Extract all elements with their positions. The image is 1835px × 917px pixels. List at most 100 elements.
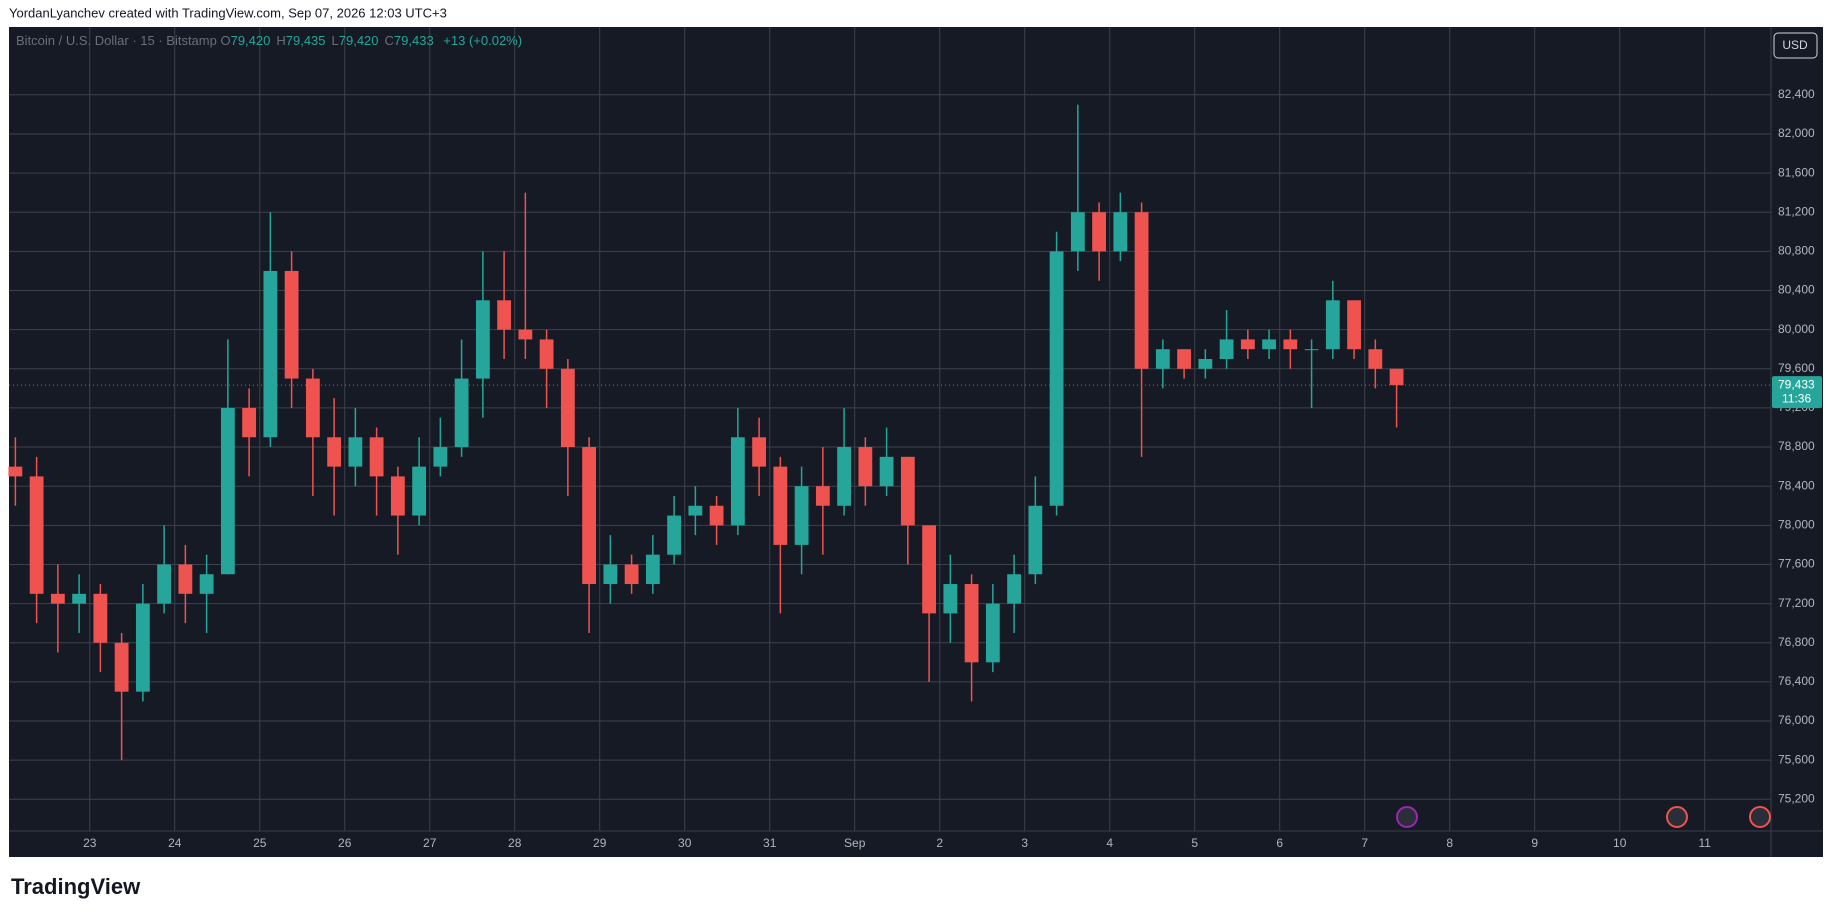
currency[interactable]: USD <box>1782 38 1808 52</box>
ohlc-label: L <box>331 33 339 48</box>
x-tick-label: 29 <box>593 836 607 850</box>
candle-body <box>1347 300 1361 350</box>
ohlc-value: 79,420 <box>338 33 379 48</box>
candle-body <box>1070 212 1085 252</box>
candle-body <box>263 270 278 438</box>
ohlc-value: 79,433 <box>393 33 434 48</box>
candle-body <box>199 574 214 594</box>
candle-body <box>454 378 469 448</box>
candle-body <box>518 329 533 340</box>
candle-body <box>220 407 235 575</box>
candle-body <box>497 300 512 330</box>
currency-button[interactable] <box>1773 32 1818 59</box>
candle-body <box>412 466 427 516</box>
candle-body <box>135 603 150 692</box>
last-price-tag <box>1772 376 1822 409</box>
x-tick-label: 5 <box>1191 836 1198 850</box>
candle-body <box>645 554 660 585</box>
y-tick-label: 77,600 <box>1778 557 1815 571</box>
y-tick-label: 76,800 <box>1778 635 1815 649</box>
y-tick-label: 82,000 <box>1778 126 1815 140</box>
ohlc-label: C <box>384 33 394 48</box>
x-tick-label: 4 <box>1106 836 1113 850</box>
candle-body <box>1049 251 1064 506</box>
ohlc-value: 79,420 <box>230 33 271 48</box>
candle-body <box>837 447 852 506</box>
candle-body <box>624 564 639 585</box>
y-tick-label: 80,000 <box>1778 322 1815 336</box>
candle-body <box>1240 339 1255 350</box>
y-tick-label: 78,400 <box>1778 478 1815 492</box>
candle-body <box>1304 349 1319 351</box>
candle-body <box>305 378 320 438</box>
chart-panel <box>9 27 1823 857</box>
candle-body <box>1198 358 1213 369</box>
candle-body <box>327 437 342 467</box>
candle-body <box>114 642 129 692</box>
x-tick-label: 11 <box>1698 836 1711 850</box>
y-tick-label: 80,800 <box>1778 244 1815 258</box>
logo: TradingView <box>11 874 141 899</box>
candle-body <box>284 270 299 379</box>
y-tick-label: 80,400 <box>1778 283 1815 297</box>
x-tick-label: 10 <box>1613 836 1627 850</box>
candle-body <box>369 437 384 477</box>
y-tick-label: 82,400 <box>1778 87 1815 101</box>
event-icon[interactable] <box>1749 806 1771 828</box>
candle-body <box>1262 339 1276 350</box>
symbol: Bitcoin / U.S. Dollar · 15 · Bitstamp <box>16 33 217 48</box>
candle-body <box>242 407 257 438</box>
candle-body <box>1092 212 1107 252</box>
candle-body <box>773 466 788 545</box>
candle-body <box>178 564 193 594</box>
y-tick-label: 76,000 <box>1778 713 1815 727</box>
grid <box>9 27 1771 831</box>
candle-body <box>1389 368 1404 386</box>
candle-body <box>964 584 979 663</box>
event-icon[interactable] <box>1666 806 1688 828</box>
ohlc-value: 79,435 <box>285 33 326 48</box>
candle-body <box>752 437 767 467</box>
x-tick-label: 9 <box>1531 836 1538 850</box>
event-icons <box>1396 806 1771 828</box>
countdown: 11:36 <box>1782 391 1811 405</box>
candle-body <box>348 437 363 467</box>
candle-body <box>8 466 23 477</box>
credit: YordanLyanchev created with TradingView.… <box>9 5 447 20</box>
candle-body <box>1028 505 1043 575</box>
candle-body <box>1177 349 1191 369</box>
y-tick-label: 75,200 <box>1778 791 1815 805</box>
x-tick-label: 23 <box>83 836 97 850</box>
candle-body <box>72 593 87 604</box>
candle-body <box>1219 339 1234 359</box>
ohlc-label: H <box>276 33 286 48</box>
y-tick-label: 75,600 <box>1778 752 1815 766</box>
x-tick-label: 2 <box>936 836 943 850</box>
x-tick-label: Sep <box>844 836 866 850</box>
candle-body <box>157 564 172 604</box>
candle-body <box>50 593 65 604</box>
candle-body <box>1325 300 1340 350</box>
candle-body <box>900 456 915 526</box>
x-tick-label: 26 <box>338 836 352 850</box>
ohlc: O79,420 H79,435 L79,420 C79,433 <box>220 33 439 48</box>
candle-body <box>815 486 830 506</box>
last-price-label: 79,433 <box>1778 377 1815 391</box>
x-tick-label: 30 <box>678 836 692 850</box>
candle-body <box>858 447 873 487</box>
candle-body <box>879 456 894 487</box>
change: +13 (+0.02%) <box>443 33 523 48</box>
x-tick-label: 3 <box>1021 836 1028 850</box>
x-tick-label: 28 <box>508 836 522 850</box>
candle-body <box>390 476 405 516</box>
event-icon[interactable] <box>1396 806 1418 828</box>
candle-body <box>1007 574 1022 604</box>
candle-body <box>433 447 448 467</box>
x-tick-label: 8 <box>1446 836 1453 850</box>
candle-body <box>582 447 597 585</box>
candle-body <box>1155 349 1170 369</box>
candles <box>8 104 1404 761</box>
candle-body <box>29 476 44 594</box>
x-tick-label: 25 <box>253 836 267 850</box>
